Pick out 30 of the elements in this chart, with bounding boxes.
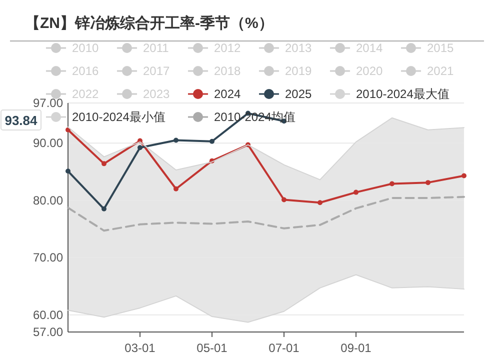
point [174, 186, 178, 192]
y-tick-label: 97.00 [32, 96, 64, 110]
point [66, 168, 70, 174]
x-tick-label: 09-01 [340, 341, 372, 355]
x-tick-label: 05-01 [196, 341, 228, 355]
point [318, 200, 322, 206]
point [102, 161, 106, 166]
y-tick-label: 57.00 [32, 325, 64, 339]
point [354, 190, 358, 195]
point [138, 145, 142, 150]
chart-title: 【ZN】锌冶炼综合开工率-季节（%） [25, 14, 274, 32]
text: 93.84 [4, 113, 38, 128]
x-tick-label: 07-01 [268, 341, 300, 355]
point [390, 181, 394, 186]
point [210, 138, 214, 144]
point [426, 180, 430, 186]
y-tick-label: 80.00 [32, 193, 64, 208]
point [174, 138, 178, 143]
legend-label: 2024 [214, 87, 242, 101]
y-tick-label: 60.00 [32, 308, 64, 322]
y-tick-label: 70.00 [32, 250, 64, 265]
point [66, 127, 70, 132]
point [282, 197, 286, 202]
point [462, 173, 466, 178]
legend-label: 2025 [285, 87, 312, 101]
y-tick-label: 90.00 [32, 136, 64, 150]
legend-label: 2010-2024最小值 [72, 110, 166, 124]
x-tick-label: 03-01 [124, 341, 156, 355]
point [102, 206, 106, 212]
legend-label: 2010-2024最大值 [356, 87, 450, 101]
